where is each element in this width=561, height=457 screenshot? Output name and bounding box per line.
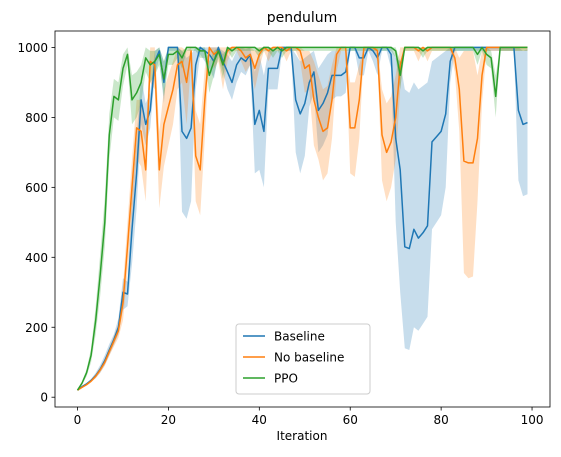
plot-frame xyxy=(54,30,551,408)
band-baseline xyxy=(77,47,528,391)
confidence-bands xyxy=(77,47,528,391)
x-tick-label: 40 xyxy=(252,413,267,427)
x-tick-label: 20 xyxy=(161,413,176,427)
x-axis-label: Iteration xyxy=(277,429,328,443)
legend: Baseline No baseline PPO xyxy=(235,323,371,395)
series-line-ppo xyxy=(76,46,528,391)
y-tick-label: 600 xyxy=(25,181,48,195)
x-tick-label: 100 xyxy=(521,413,544,427)
legend-label-ppo: PPO xyxy=(274,372,298,386)
y-tick-label: 800 xyxy=(25,111,48,125)
y-tick-label: 400 xyxy=(25,251,48,265)
band-no-baseline xyxy=(77,47,528,391)
x-tick-label: 80 xyxy=(433,413,448,427)
x-axis-ticks: 0 20 40 60 80 100 xyxy=(74,407,544,427)
y-tick-label: 200 xyxy=(25,321,48,335)
legend-label-baseline: Baseline xyxy=(274,330,325,344)
y-tick-label: 1000 xyxy=(17,41,48,55)
legend-frame xyxy=(235,323,371,395)
y-axis-ticks: 0 200 400 600 800 1000 xyxy=(17,41,55,405)
chart-title: pendulum xyxy=(267,10,338,26)
x-tick-label: 60 xyxy=(343,413,358,427)
legend-label-no-baseline: No baseline xyxy=(274,351,344,365)
band-ppo xyxy=(77,47,528,391)
x-tick-label: 0 xyxy=(74,413,82,427)
series-lines xyxy=(76,46,528,391)
y-tick-label: 0 xyxy=(40,391,48,405)
